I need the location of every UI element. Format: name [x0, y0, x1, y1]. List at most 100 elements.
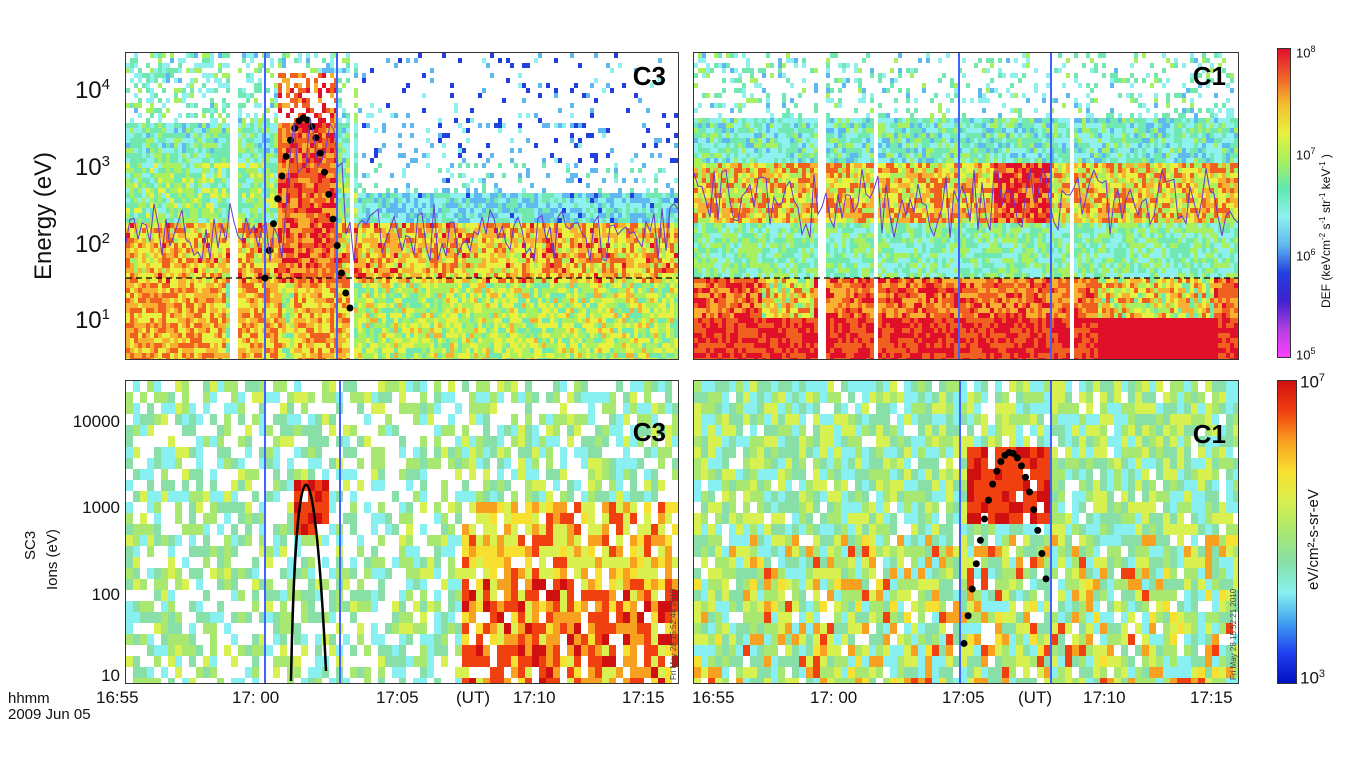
- heatmap-cell: [218, 143, 222, 148]
- heatmap-cell: [458, 263, 462, 268]
- heatmap-cell: [470, 343, 474, 348]
- heatmap-cell: [430, 208, 434, 213]
- heatmap-cell: [326, 123, 330, 128]
- heatmap-cell: [130, 298, 134, 303]
- heatmap-cell: [454, 108, 458, 113]
- heatmap-cell: [418, 358, 422, 359]
- heatmap-cell: [238, 208, 242, 213]
- heatmap-cell: [466, 253, 470, 258]
- heatmap-cell: [178, 338, 182, 343]
- heatmap-cell: [150, 103, 154, 108]
- heatmap-cell: [310, 313, 314, 318]
- heatmap-cell: [546, 283, 550, 288]
- heatmap-cell: [390, 308, 394, 313]
- heatmap-cell: [370, 313, 374, 318]
- heatmap-cell: [290, 153, 294, 158]
- heatmap-cell: [446, 298, 450, 303]
- heatmap-cell: [382, 258, 386, 263]
- heatmap-cell: [266, 143, 270, 148]
- heatmap-cell: [270, 273, 274, 278]
- heatmap-cell: [354, 273, 358, 278]
- heatmap-cell: [194, 268, 198, 273]
- heatmap-cell: [198, 218, 202, 223]
- heatmap-cell: [158, 268, 162, 273]
- heatmap-cell: [194, 78, 198, 83]
- heatmap-cell: [170, 283, 174, 288]
- heatmap-cell: [166, 73, 170, 78]
- heatmap-cell: [294, 83, 298, 88]
- heatmap-cell: [458, 148, 462, 153]
- heatmap-cell: [330, 258, 334, 263]
- heatmap-cell: [126, 268, 130, 273]
- heatmap-cell: [494, 298, 498, 303]
- heatmap-cell: [494, 248, 498, 253]
- heatmap-cell: [174, 98, 178, 103]
- heatmap-cell: [342, 283, 346, 288]
- heatmap-cell: [490, 173, 494, 178]
- heatmap-cell: [458, 288, 462, 293]
- heatmap-cell: [162, 208, 166, 213]
- heatmap-cell: [238, 93, 242, 98]
- heatmap-cell: [450, 253, 454, 258]
- heatmap-cell: [294, 258, 298, 263]
- heatmap-cell: [494, 313, 498, 318]
- heatmap-cell: [238, 313, 242, 318]
- heatmap-cell: [178, 208, 182, 213]
- heatmap-cell: [402, 278, 406, 283]
- heatmap-cell: [190, 153, 194, 158]
- heatmap-cell: [422, 333, 426, 338]
- heatmap-cell: [186, 343, 190, 348]
- heatmap-cell: [294, 353, 298, 358]
- heatmap-cell: [562, 283, 566, 288]
- heatmap-cell: [326, 283, 330, 288]
- heatmap-cell: [378, 313, 382, 318]
- heatmap-cell: [134, 83, 138, 88]
- heatmap-cell: [526, 173, 530, 178]
- heatmap-cell: [558, 318, 562, 323]
- heatmap-cell: [202, 303, 206, 308]
- heatmap-cell: [438, 318, 442, 323]
- heatmap-cell: [402, 258, 406, 263]
- heatmap-cell: [526, 253, 530, 258]
- heatmap-cell: [498, 198, 502, 203]
- heatmap-cell: [250, 213, 254, 218]
- heatmap-cell: [194, 173, 198, 178]
- heatmap-cell: [326, 223, 330, 228]
- heatmap-cell: [218, 168, 222, 173]
- heatmap-cell: [486, 273, 490, 278]
- heatmap-cell: [306, 323, 310, 328]
- heatmap-cell: [290, 288, 294, 293]
- heatmap-cell: [130, 63, 134, 68]
- heatmap-cell: [222, 118, 226, 123]
- heatmap-cell: [522, 348, 526, 353]
- heatmap-cell: [306, 63, 310, 68]
- heatmap-cell: [246, 328, 250, 333]
- heatmap-cell: [222, 343, 226, 348]
- heatmap-cell: [242, 273, 246, 278]
- heatmap-cell: [202, 288, 206, 293]
- heatmap-cell: [174, 193, 178, 198]
- heatmap-cell: [458, 268, 462, 273]
- heatmap-cell: [294, 233, 298, 238]
- heatmap-cell: [526, 138, 530, 143]
- heatmap-cell: [494, 293, 498, 298]
- heatmap-cell: [226, 243, 230, 248]
- heatmap-cell: [210, 348, 214, 353]
- heatmap-cell: [294, 313, 298, 318]
- heatmap-cell: [442, 328, 446, 333]
- heatmap-cell: [346, 348, 350, 353]
- heatmap-cell: [410, 263, 414, 268]
- heatmap-cell: [302, 348, 306, 353]
- heatmap-cell: [410, 213, 414, 218]
- heatmap-cell: [314, 338, 318, 343]
- heatmap-cell: [298, 248, 302, 253]
- heatmap-cell: [382, 343, 386, 348]
- heatmap-cell: [438, 238, 442, 243]
- heatmap-cell: [426, 328, 430, 333]
- heatmap-cell: [322, 308, 326, 313]
- heatmap-cell: [322, 108, 326, 113]
- heatmap-cell: [238, 163, 242, 168]
- heatmap-cell: [430, 263, 434, 268]
- heatmap-cell: [310, 358, 314, 359]
- heatmap-cell: [286, 323, 290, 328]
